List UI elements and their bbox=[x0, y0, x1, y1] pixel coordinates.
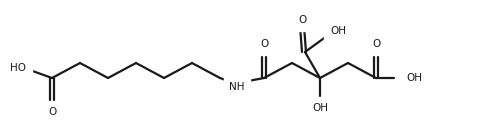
Text: NH: NH bbox=[229, 82, 245, 92]
Text: OH: OH bbox=[406, 73, 422, 83]
Text: O: O bbox=[260, 39, 268, 49]
Text: O: O bbox=[372, 39, 380, 49]
Text: HO: HO bbox=[10, 63, 26, 73]
Text: O: O bbox=[298, 15, 306, 25]
Text: OH: OH bbox=[312, 103, 328, 113]
Text: OH: OH bbox=[330, 26, 346, 36]
Text: O: O bbox=[48, 107, 56, 117]
